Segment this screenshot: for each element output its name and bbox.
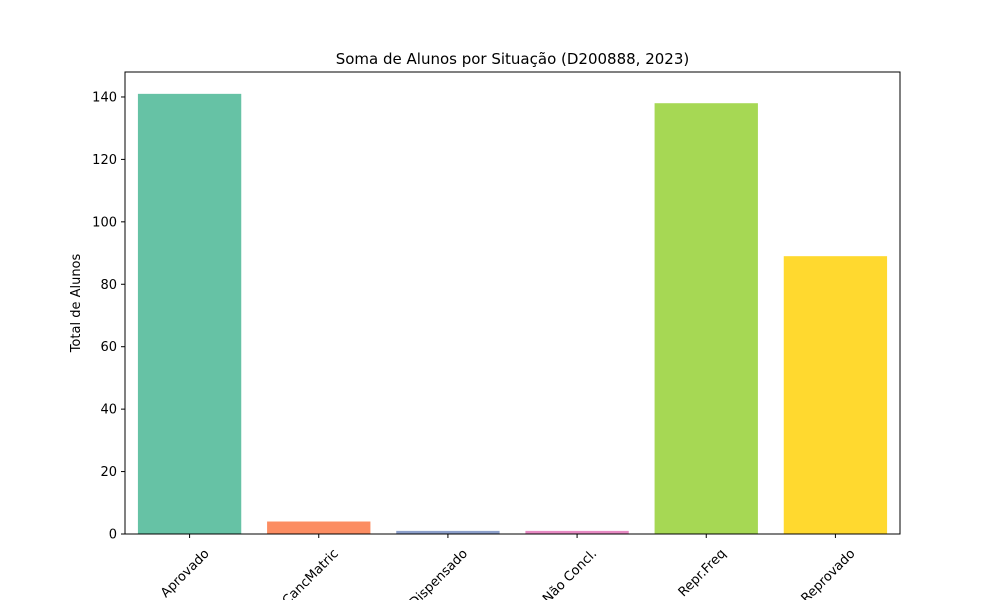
bar-dispensado — [396, 530, 500, 534]
x-tick-label: Aprovado — [158, 546, 212, 600]
y-tick-label: 80 — [100, 278, 117, 293]
bar-repr-freq — [654, 103, 758, 534]
x-axis-ticks: Aprovado CancMatric Dispensado Não Concl. Re… — [158, 534, 858, 600]
y-tick-label: 60 — [100, 340, 117, 355]
x-tick-label: Reprovado — [799, 546, 859, 600]
bars — [137, 93, 888, 534]
plot-frame — [124, 71, 901, 535]
y-tick-label: 0 — [109, 528, 117, 543]
y-tick-label: 120 — [92, 153, 117, 168]
y-tick-label: 100 — [92, 215, 117, 230]
chart-title: Soma de Alunos por Situação (D200888, 20… — [336, 50, 690, 68]
y-tick-label: 20 — [100, 465, 117, 480]
x-tick-label: Dispensado — [407, 546, 471, 600]
x-tick-label: Repr.Freq — [676, 546, 730, 600]
bar-cancmatric — [267, 521, 371, 534]
bar-reprovado — [783, 256, 888, 534]
y-tick-label: 140 — [92, 90, 117, 105]
y-axis-ticks: 0 20 40 60 80 100 120 140 — [92, 90, 125, 543]
y-tick-label: 40 — [100, 403, 117, 418]
x-tick-label: CancMatric — [280, 546, 342, 600]
y-axis-label: Total de Alunos — [69, 253, 84, 353]
bar-n-o-concl — [525, 530, 629, 534]
x-tick-label: Não Concl. — [540, 546, 600, 600]
bar-aprovado — [137, 93, 242, 534]
